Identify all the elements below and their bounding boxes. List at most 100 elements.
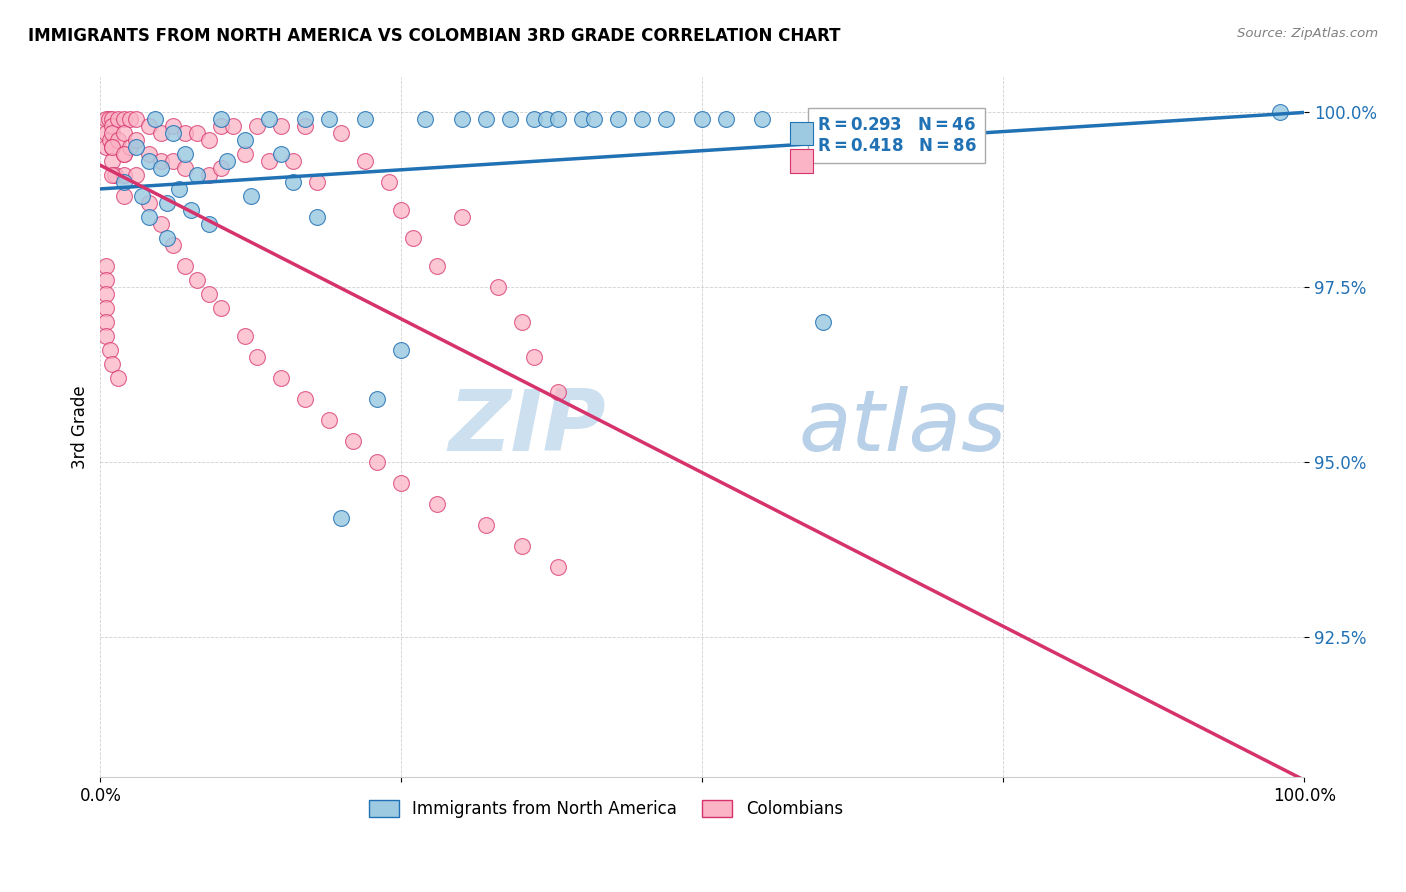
Colombians — [523, 350, 546, 364]
Colombians — [450, 211, 472, 225]
Colombians — [107, 112, 129, 127]
Colombians — [354, 154, 377, 169]
Y-axis label: 3rd Grade: 3rd Grade — [72, 385, 89, 469]
Colombians — [107, 371, 129, 385]
Colombians — [186, 273, 208, 287]
Colombians — [173, 127, 195, 141]
Colombians — [209, 161, 232, 176]
Colombians — [98, 133, 121, 147]
Immigrants from North America — [197, 217, 219, 231]
Immigrants from North America — [149, 161, 172, 176]
Immigrants from North America — [450, 112, 472, 127]
Colombians — [112, 147, 135, 161]
Colombians — [233, 329, 256, 343]
Immigrants from North America — [389, 343, 412, 358]
Immigrants from North America — [1268, 105, 1291, 120]
Text: IMMIGRANTS FROM NORTH AMERICA VS COLOMBIAN 3RD GRADE CORRELATION CHART: IMMIGRANTS FROM NORTH AMERICA VS COLOMBI… — [28, 27, 841, 45]
Immigrants from North America — [186, 169, 208, 183]
Colombians — [97, 112, 120, 127]
Colombians — [112, 189, 135, 203]
Text: atlas: atlas — [799, 385, 1007, 468]
Immigrants from North America — [138, 211, 160, 225]
Colombians — [96, 273, 118, 287]
Colombians — [474, 518, 496, 533]
Colombians — [120, 140, 142, 154]
Colombians — [149, 127, 172, 141]
Colombians — [209, 301, 232, 316]
Colombians — [426, 497, 449, 511]
Colombians — [281, 154, 304, 169]
Colombians — [96, 301, 118, 316]
Immigrants from North America — [125, 140, 148, 154]
Immigrants from North America — [294, 112, 316, 127]
Immigrants from North America — [305, 211, 328, 225]
Immigrants from North America — [498, 112, 520, 127]
Colombians — [294, 392, 316, 407]
Colombians — [486, 280, 509, 294]
Immigrants from North America — [112, 175, 135, 189]
Colombians — [149, 217, 172, 231]
Colombians — [96, 315, 118, 329]
Immigrants from North America — [155, 231, 177, 245]
Immigrants from North America — [655, 112, 678, 127]
Immigrants from North America — [751, 112, 773, 127]
Immigrants from North America — [257, 112, 280, 127]
Immigrants from North America — [631, 112, 654, 127]
Colombians — [101, 140, 124, 154]
Colombians — [107, 133, 129, 147]
Immigrants from North America — [209, 112, 232, 127]
Colombians — [101, 154, 124, 169]
Colombians — [330, 127, 353, 141]
Colombians — [104, 169, 127, 183]
Immigrants from North America — [180, 203, 202, 218]
Text: ZIP: ZIP — [449, 385, 606, 468]
Immigrants from North America — [415, 112, 437, 127]
Immigrants from North America — [523, 112, 546, 127]
Colombians — [305, 175, 328, 189]
Colombians — [125, 169, 148, 183]
Colombians — [96, 112, 118, 127]
Immigrants from North America — [318, 112, 340, 127]
Colombians — [112, 127, 135, 141]
Colombians — [96, 260, 118, 274]
Colombians — [125, 133, 148, 147]
Colombians — [233, 147, 256, 161]
Colombians — [426, 260, 449, 274]
Colombians — [138, 196, 160, 211]
Immigrants from North America — [138, 154, 160, 169]
Colombians — [246, 120, 269, 134]
Immigrants from North America — [143, 112, 166, 127]
Colombians — [173, 260, 195, 274]
Colombians — [138, 120, 160, 134]
Immigrants from North America — [690, 112, 713, 127]
Colombians — [96, 127, 118, 141]
Colombians — [96, 329, 118, 343]
Colombians — [510, 315, 533, 329]
Immigrants from North America — [167, 182, 190, 196]
Colombians — [101, 127, 124, 141]
Colombians — [162, 120, 184, 134]
Immigrants from North America — [474, 112, 496, 127]
Colombians — [162, 154, 184, 169]
Colombians — [294, 120, 316, 134]
Immigrants from North America — [131, 189, 153, 203]
Colombians — [101, 140, 124, 154]
Colombians — [101, 112, 124, 127]
Colombians — [149, 154, 172, 169]
Colombians — [197, 287, 219, 301]
Text: Source: ZipAtlas.com: Source: ZipAtlas.com — [1237, 27, 1378, 40]
Colombians — [101, 169, 124, 183]
Colombians — [101, 357, 124, 371]
Colombians — [342, 434, 364, 449]
Colombians — [173, 161, 195, 176]
Colombians — [318, 413, 340, 427]
Colombians — [96, 140, 118, 154]
Colombians — [510, 539, 533, 553]
Immigrants from North America — [716, 112, 738, 127]
Immigrants from North America — [330, 511, 353, 525]
Colombians — [209, 120, 232, 134]
Legend: Immigrants from North America, Colombians: Immigrants from North America, Colombian… — [363, 793, 849, 824]
Colombians — [389, 203, 412, 218]
Immigrants from North America — [571, 112, 593, 127]
Immigrants from North America — [607, 112, 630, 127]
